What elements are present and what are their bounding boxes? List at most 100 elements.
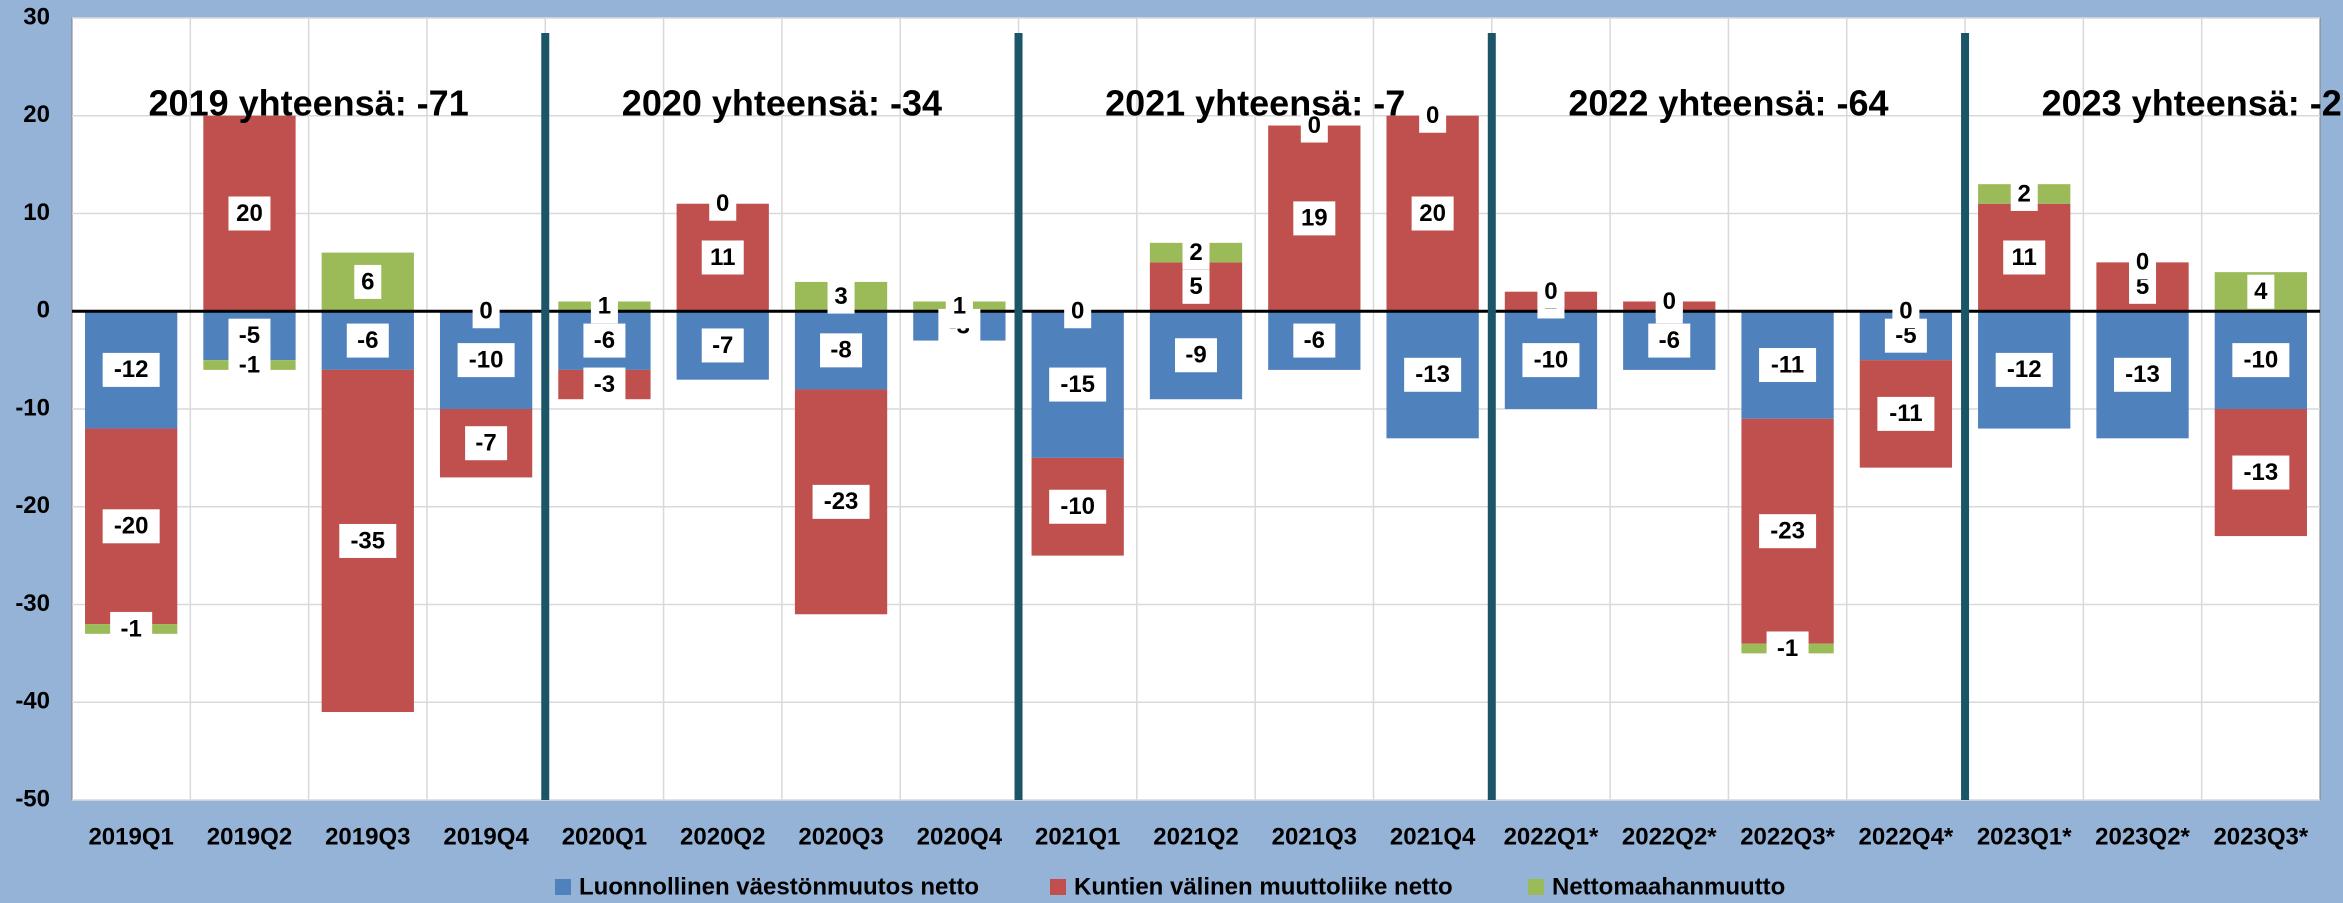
data-label-box bbox=[1995, 352, 2053, 387]
data-label: 1 bbox=[953, 293, 966, 320]
year-annotation: 2020 yhteensä: -34 bbox=[622, 82, 942, 123]
data-label: -12 bbox=[114, 356, 149, 383]
data-label: 0 bbox=[2136, 249, 2149, 276]
data-label-box bbox=[1182, 269, 1210, 304]
data-label-box bbox=[945, 289, 973, 324]
year-annotation: 2022 yhteensä: -64 bbox=[1568, 82, 1888, 123]
legend-swatch bbox=[1528, 879, 1544, 895]
data-label-box bbox=[2247, 274, 2275, 309]
data-label: 0 bbox=[1544, 278, 1557, 305]
data-label-box bbox=[1293, 201, 1336, 236]
x-tick-label: 2019Q3 bbox=[325, 823, 410, 850]
x-tick-label: 2023Q1* bbox=[1977, 823, 2072, 850]
y-tick-label: -40 bbox=[15, 688, 50, 715]
x-tick-label: 2022Q3* bbox=[1740, 823, 1835, 850]
legend-label: Luonnollinen väestönmuutos netto bbox=[579, 873, 979, 900]
data-label: -10 bbox=[1534, 346, 1569, 373]
data-label: -6 bbox=[1659, 327, 1680, 354]
data-label-box bbox=[820, 333, 863, 368]
data-label: 0 bbox=[1899, 298, 1912, 325]
data-label-box bbox=[827, 279, 855, 314]
data-label-box bbox=[1049, 367, 1107, 402]
data-label-box bbox=[102, 509, 160, 544]
y-tick-label: -50 bbox=[15, 785, 50, 812]
data-label-box bbox=[228, 348, 271, 383]
y-tick-label: 30 bbox=[23, 3, 50, 30]
data-label: 0 bbox=[1663, 288, 1676, 315]
data-label: -23 bbox=[1770, 518, 1805, 545]
x-tick-label: 2022Q4* bbox=[1859, 823, 1954, 850]
x-tick-label: 2022Q1* bbox=[1504, 823, 1599, 850]
data-label-box bbox=[339, 523, 397, 558]
x-tick-label: 2021Q1 bbox=[1035, 823, 1120, 850]
data-label: 2 bbox=[2018, 180, 2031, 207]
data-label: 0 bbox=[1308, 112, 1321, 139]
data-label-box bbox=[1182, 235, 1210, 270]
data-label: 20 bbox=[236, 200, 263, 227]
data-label-box bbox=[1419, 98, 1447, 133]
x-tick-label: 2019Q1 bbox=[88, 823, 173, 850]
data-label-box bbox=[1049, 489, 1107, 524]
data-label: 0 bbox=[1071, 298, 1084, 325]
data-label-box bbox=[1300, 108, 1328, 143]
data-label-box bbox=[2129, 245, 2157, 280]
data-label-box bbox=[2003, 240, 2046, 275]
year-annotation: 2019 yhteensä: -71 bbox=[149, 82, 469, 123]
x-tick-label: 2021Q3 bbox=[1272, 823, 1357, 850]
data-label: -1 bbox=[120, 615, 141, 642]
data-label-box bbox=[228, 318, 271, 353]
data-label: 0 bbox=[1426, 102, 1439, 129]
data-label-box bbox=[110, 611, 153, 646]
legend-label: Kuntien välinen muuttoliike netto bbox=[1074, 873, 1453, 900]
data-label-box bbox=[1759, 514, 1817, 549]
data-label: -5 bbox=[239, 322, 260, 349]
data-label: 20 bbox=[1419, 200, 1446, 227]
data-label: 5 bbox=[1189, 273, 1202, 300]
data-label: -7 bbox=[712, 332, 733, 359]
data-label: 19 bbox=[1301, 205, 1328, 232]
data-label: 6 bbox=[361, 268, 374, 295]
data-label: 3 bbox=[834, 283, 847, 310]
data-label: -6 bbox=[1304, 327, 1325, 354]
data-label: -13 bbox=[1415, 361, 1450, 388]
data-label-box bbox=[1293, 323, 1336, 358]
data-label-box bbox=[457, 343, 515, 378]
data-label: -3 bbox=[594, 371, 615, 398]
legend-label: Nettomaahanmuutto bbox=[1552, 873, 1785, 900]
data-label-box bbox=[701, 240, 744, 275]
x-tick-label: 2020Q3 bbox=[798, 823, 883, 850]
data-label-box bbox=[583, 323, 626, 358]
data-label-box bbox=[2232, 455, 2290, 490]
data-label-box bbox=[590, 289, 618, 324]
y-tick-label: -30 bbox=[15, 590, 50, 617]
data-label: 11 bbox=[710, 244, 735, 271]
data-label-box bbox=[701, 328, 744, 363]
data-label: -5 bbox=[1895, 322, 1916, 349]
x-tick-label: 2021Q2 bbox=[1153, 823, 1238, 850]
x-tick-label: 2019Q2 bbox=[207, 823, 292, 850]
data-label-box bbox=[102, 352, 160, 387]
data-label-box bbox=[583, 367, 626, 402]
y-tick-label: 0 bbox=[37, 297, 50, 324]
data-label: 5 bbox=[2136, 273, 2149, 300]
x-tick-label: 2022Q2* bbox=[1622, 823, 1717, 850]
data-label-box bbox=[1175, 338, 1217, 373]
x-tick-label: 2023Q3* bbox=[2213, 823, 2308, 850]
year-annotation: 2021 yhteensä: -7 bbox=[1105, 82, 1405, 123]
data-label: -20 bbox=[114, 513, 149, 540]
data-label-box bbox=[354, 264, 382, 299]
data-label: -6 bbox=[594, 327, 615, 354]
x-tick-label: 2020Q4 bbox=[917, 823, 1003, 850]
x-tick-label: 2021Q4 bbox=[1390, 823, 1476, 850]
data-label-box bbox=[1766, 631, 1809, 666]
data-label-box bbox=[346, 323, 389, 358]
data-label-box bbox=[472, 294, 500, 329]
data-label-box bbox=[1064, 294, 1092, 329]
data-label: -15 bbox=[1060, 371, 1095, 398]
data-label-box bbox=[1877, 396, 1935, 431]
y-tick-label: -20 bbox=[15, 492, 50, 519]
data-label: -1 bbox=[239, 351, 260, 378]
data-label-box bbox=[1648, 323, 1691, 358]
data-label-box bbox=[1655, 284, 1683, 319]
data-label: 1 bbox=[598, 293, 611, 320]
